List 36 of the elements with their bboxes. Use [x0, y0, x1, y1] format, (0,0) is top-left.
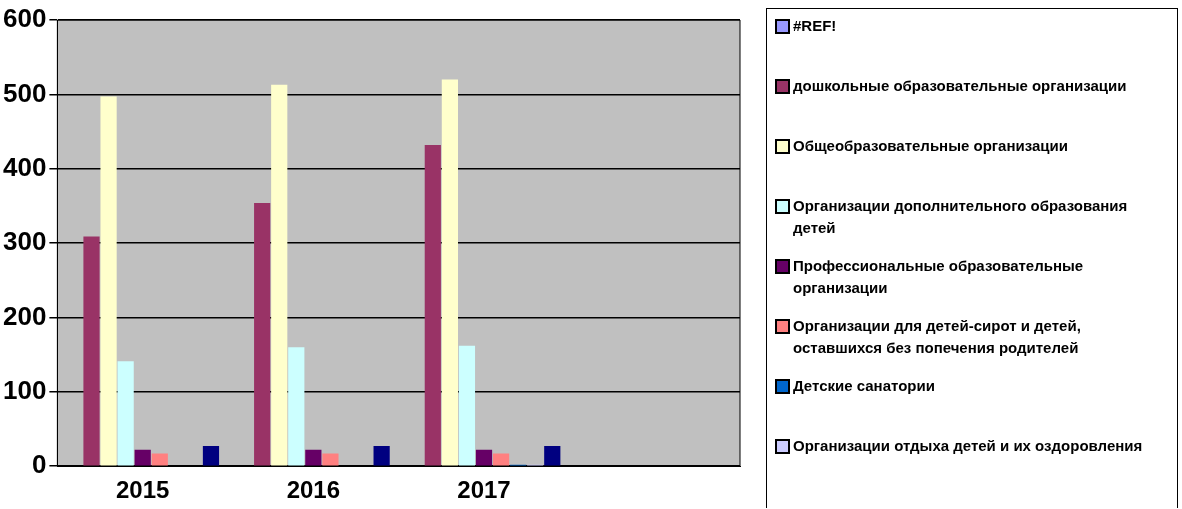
x-tick-label: 2016 [286, 476, 341, 504]
legend-label: Организации для детей-сирот и детей, оставшихся без попечения родителей [793, 316, 1082, 358]
bar [492, 453, 510, 466]
bar [254, 202, 271, 466]
bar [83, 236, 100, 466]
legend-label: Организации дополнительного образования детей [793, 196, 1129, 238]
bar [151, 453, 168, 466]
bar [475, 449, 493, 466]
y-tick-label: 500 [2, 77, 47, 108]
bar [373, 446, 390, 466]
legend-label: Организации отдыха детей и их оздоровления [793, 436, 1143, 456]
y-tick-label: 100 [2, 375, 47, 406]
bar [544, 446, 561, 466]
bar [117, 361, 134, 466]
y-tick-label: 300 [2, 226, 47, 257]
bar [305, 449, 322, 466]
bar [271, 84, 288, 466]
bar [458, 345, 476, 466]
y-tick-label: 400 [2, 151, 47, 182]
bar [202, 446, 220, 466]
x-tick-label: 2017 [457, 476, 511, 504]
bar [441, 79, 458, 466]
bar [424, 144, 441, 466]
x-tick-label: 2015 [116, 476, 170, 504]
legend-label: Детские санатории [793, 376, 935, 396]
legend-label: Общеобразовательные организации [793, 136, 1068, 156]
y-tick-label: 0 [31, 449, 47, 480]
bar [134, 449, 151, 466]
y-tick-label: 600 [2, 3, 47, 34]
bar [100, 96, 117, 466]
bar [322, 453, 339, 466]
legend-label: Профессиональные образовательные организации [793, 256, 1085, 298]
legend-label: дошкольные образовательные организации [793, 76, 1127, 96]
bar [288, 347, 305, 466]
y-tick-label: 200 [2, 300, 47, 331]
legend-label: #REF! [793, 16, 837, 36]
